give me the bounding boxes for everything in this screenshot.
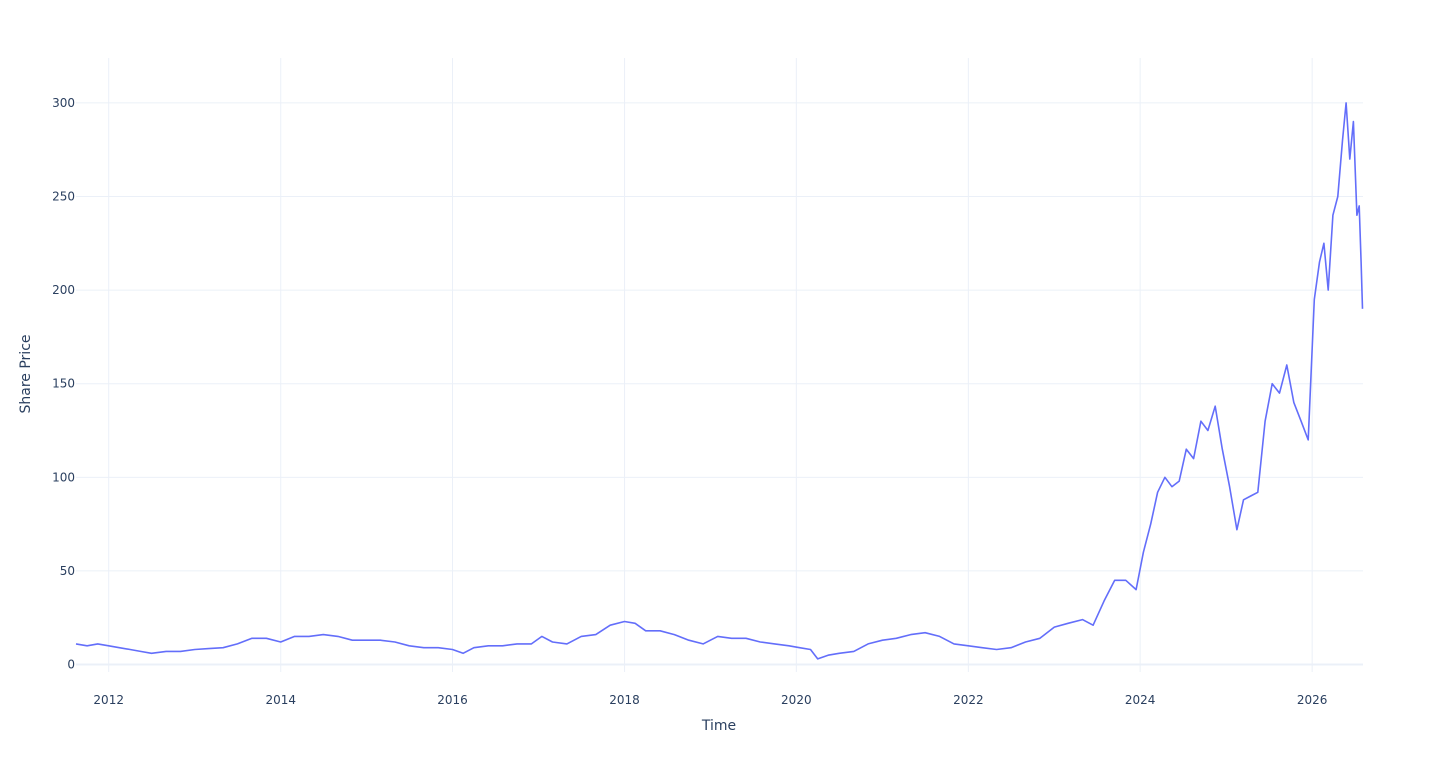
- y-tick-label: 50: [60, 564, 75, 578]
- x-tick-label: 2018: [609, 693, 640, 707]
- series-layer: [75, 102, 1364, 660]
- x-tick-label: 2014: [265, 693, 296, 707]
- x-tick-label: 2024: [1125, 693, 1156, 707]
- y-tick-label: 300: [52, 96, 75, 110]
- y-tick-label: 250: [52, 190, 75, 204]
- tick-labels: 2012 2014 2016 2018 2020 2022 2024 2026 0 50 100 15…: [52, 96, 1327, 707]
- x-tick-label: 2022: [953, 693, 984, 707]
- y-tick-label: 0: [67, 658, 75, 672]
- x-tick-label: 2026: [1297, 693, 1328, 707]
- x-tick-label: 2012: [93, 693, 124, 707]
- x-tick-label: 2020: [781, 693, 812, 707]
- y-tick-label: 150: [52, 377, 75, 391]
- share-price-line: [75, 102, 1364, 660]
- y-tick-label: 200: [52, 283, 75, 297]
- x-axis-title: Time: [701, 718, 736, 734]
- gridlines: [76, 58, 1363, 672]
- y-axis-title: Share Price: [18, 334, 34, 413]
- y-tick-label: 100: [52, 470, 75, 484]
- x-tick-label: 2016: [437, 693, 468, 707]
